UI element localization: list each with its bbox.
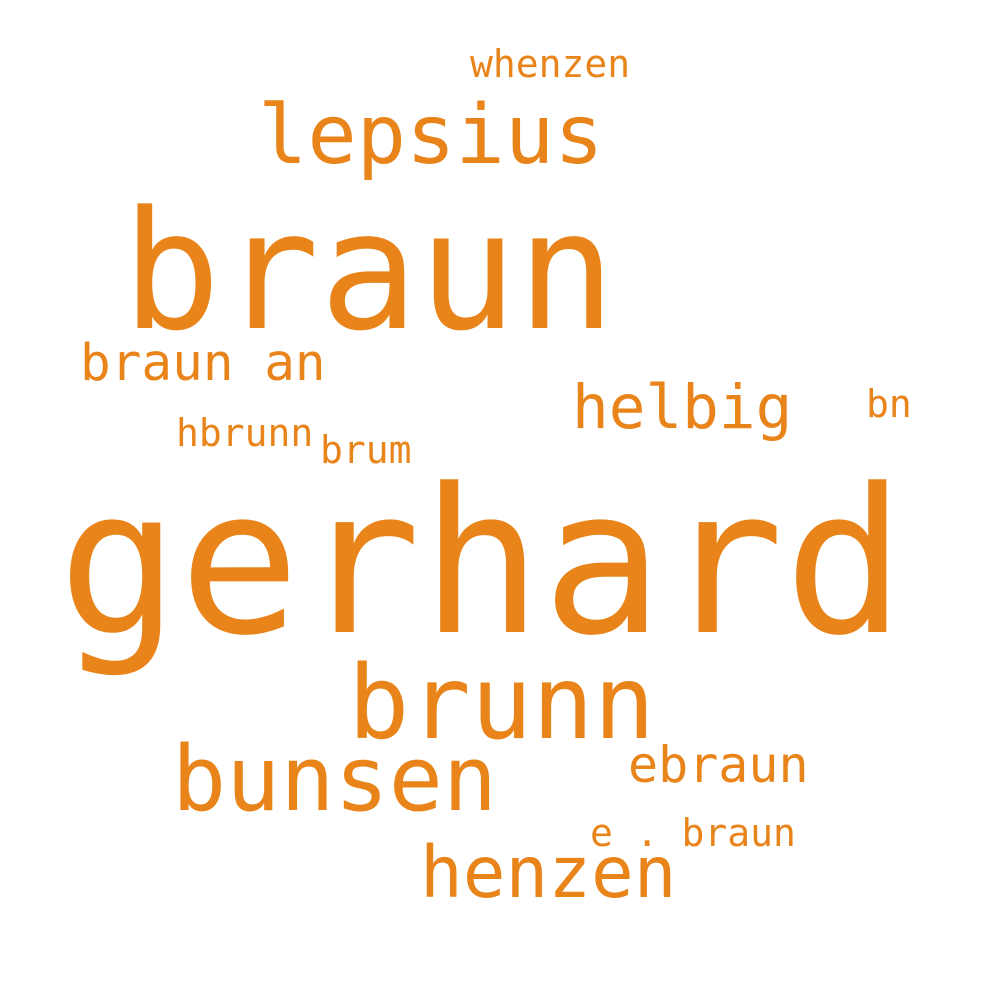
word: hbrunn	[176, 411, 313, 455]
word: braun	[122, 176, 616, 367]
word: gerhard	[58, 446, 905, 680]
word: brum	[320, 428, 412, 472]
word: henzen	[420, 831, 676, 914]
word: whenzen	[470, 42, 630, 86]
word: bn	[866, 382, 912, 426]
word: braun an	[80, 334, 326, 393]
word: brunn	[348, 644, 655, 763]
word: helbig	[572, 372, 792, 443]
word: bunsen	[172, 727, 497, 832]
word: ebraun	[628, 736, 809, 794]
word: lepsius	[258, 88, 604, 183]
word: e . braun	[590, 811, 796, 855]
